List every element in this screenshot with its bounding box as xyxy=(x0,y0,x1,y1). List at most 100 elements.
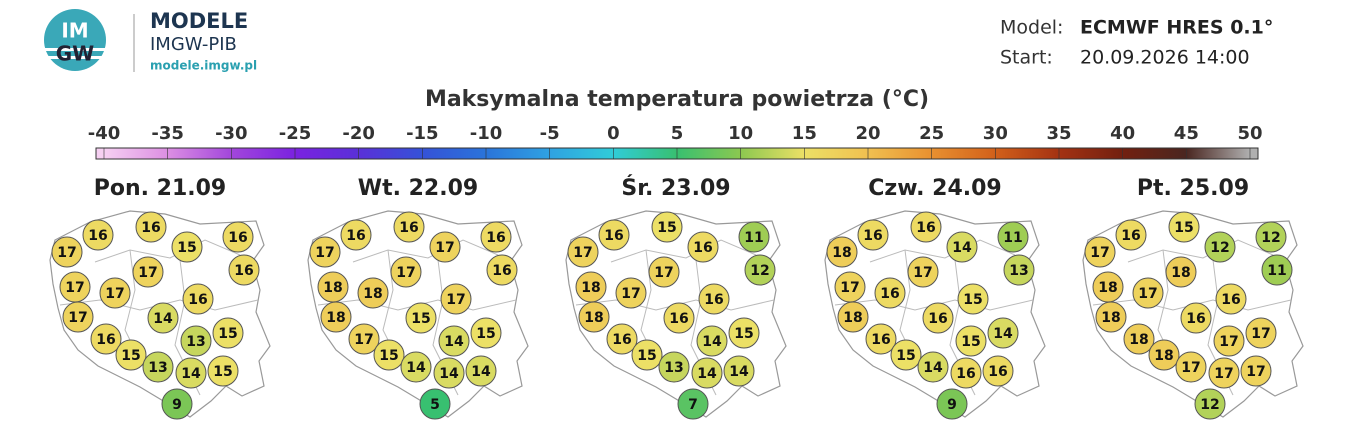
temperature-marker xyxy=(1115,219,1147,251)
temperature-label: 16 xyxy=(956,366,975,382)
temperature-label: 17 xyxy=(1219,334,1238,350)
scale-tick-label: -5 xyxy=(540,123,560,144)
temperature-marker xyxy=(62,301,94,333)
scale-tick-label: 40 xyxy=(1110,123,1135,144)
temperature-label: 17 xyxy=(435,240,454,256)
temperature-marker xyxy=(1132,277,1164,309)
temperature-marker xyxy=(357,277,389,309)
title: Maksymalna temperatura powietrza (°C) xyxy=(425,87,929,112)
model-label: Model: xyxy=(1000,17,1063,39)
poland-map: 17 16 15 12 12 18 11 18 17 16 18 16 18 17 17 18 17 17 17 12 xyxy=(1082,210,1304,420)
temperature-marker xyxy=(1240,355,1272,387)
temperature-label: 17 xyxy=(446,292,465,308)
temperature-label: 17 xyxy=(138,265,157,281)
temperature-label: 16 xyxy=(880,286,899,302)
temperature-label: 15 xyxy=(963,292,982,308)
day-title: Pt. 25.09 xyxy=(1137,176,1249,201)
temperature-label: 17 xyxy=(354,332,373,348)
temperature-label: 17 xyxy=(65,280,84,296)
temperature-label: 15 xyxy=(379,348,398,364)
day-title: Czw. 24.09 xyxy=(868,176,1001,201)
temperature-label: 9 xyxy=(172,397,182,413)
temperature-marker xyxy=(696,325,728,357)
scale-tick-label: -15 xyxy=(406,123,439,144)
temperature-label: 17 xyxy=(68,310,87,326)
scale-tick-label: 45 xyxy=(1174,123,1199,144)
temperature-label: 18 xyxy=(326,310,345,326)
temperature-label: 13 xyxy=(664,360,683,376)
temperature-marker xyxy=(228,254,260,286)
temperature-marker xyxy=(987,317,1019,349)
poland-map: 18 16 16 14 11 17 13 17 16 15 18 16 16 15 14 15 14 16 16 9 xyxy=(824,210,1046,420)
temperature-marker xyxy=(890,339,922,371)
temperature-label: 15 xyxy=(177,240,196,256)
temperature-marker xyxy=(698,283,730,315)
temperature-marker xyxy=(936,388,968,420)
temperature-marker xyxy=(51,236,83,268)
temperature-label: 18 xyxy=(323,280,342,296)
temperature-label: 15 xyxy=(121,348,140,364)
logo-stripe xyxy=(44,56,106,59)
temperature-label: 18 xyxy=(1098,280,1117,296)
temperature-label: 17 xyxy=(105,286,124,302)
temperature-marker xyxy=(1255,221,1287,253)
temperature-marker xyxy=(348,323,380,355)
temperature-label: 17 xyxy=(1246,364,1265,380)
temperature-marker xyxy=(135,211,167,243)
temperature-marker xyxy=(1084,236,1116,268)
temperature-marker xyxy=(180,325,212,357)
temperature-marker xyxy=(440,283,472,315)
temperature-label: 18 xyxy=(1171,265,1190,281)
temperature-marker xyxy=(567,236,599,268)
temperature-label: 18 xyxy=(832,245,851,261)
temperature-marker xyxy=(433,357,465,389)
temperature-label: 15 xyxy=(896,348,915,364)
temperature-label: 17 xyxy=(573,245,592,261)
temperature-label: 16 xyxy=(1186,311,1205,327)
scale-tick-label: 10 xyxy=(728,123,753,144)
temperature-label: 9 xyxy=(947,397,957,413)
temperature-label: 16 xyxy=(693,240,712,256)
temperature-marker xyxy=(465,355,497,387)
temperature-label: 15 xyxy=(734,326,753,342)
temperature-marker xyxy=(826,236,858,268)
temperature-label: 16 xyxy=(604,228,623,244)
temperature-label: 18 xyxy=(581,280,600,296)
temperature-label: 14 xyxy=(993,326,1013,342)
temperature-marker xyxy=(82,219,114,251)
scale-tick-label: 0 xyxy=(607,123,620,144)
temperature-marker xyxy=(950,357,982,389)
temperature-marker xyxy=(691,357,723,389)
scale-tick-label: 15 xyxy=(792,123,817,144)
temperature-marker xyxy=(907,256,939,288)
temperature-marker xyxy=(1245,317,1277,349)
temperature-label: 17 xyxy=(57,245,76,261)
temperature-marker xyxy=(1194,388,1226,420)
logo-circle xyxy=(44,9,106,71)
logo-text: IM xyxy=(61,19,88,43)
scale-tick-label: 5 xyxy=(671,123,684,144)
temperature-label: 17 xyxy=(913,265,932,281)
temperature-label: 7 xyxy=(688,397,698,413)
scale-tick-label: -40 xyxy=(88,123,121,144)
poland-map: 17 16 16 15 16 17 16 17 17 16 17 14 16 13 15 15 13 14 15 9 xyxy=(49,210,271,420)
temperature-marker xyxy=(222,221,254,253)
scale-tick-label: 35 xyxy=(1046,123,1071,144)
temperature-label: 18 xyxy=(1154,348,1173,364)
scale-tick-label: -10 xyxy=(470,123,503,144)
temperature-label: 14 xyxy=(729,364,749,380)
day-title: Wt. 22.09 xyxy=(358,176,478,201)
url[interactable]: modele.imgw.pl xyxy=(150,59,257,73)
temperature-label: 18 xyxy=(584,310,603,326)
temperature-marker xyxy=(910,211,942,243)
temperature-label: 16 xyxy=(612,332,631,348)
temperature-marker xyxy=(390,256,422,288)
temperature-label: 14 xyxy=(181,366,201,382)
day-title: Pon. 21.09 xyxy=(94,176,227,201)
temperature-marker xyxy=(373,339,405,371)
temperature-marker xyxy=(171,231,203,263)
start-value: 20.09.2026 14:00 xyxy=(1080,47,1250,69)
temperature-label: 17 xyxy=(1090,245,1109,261)
temperature-label: 18 xyxy=(843,310,862,326)
